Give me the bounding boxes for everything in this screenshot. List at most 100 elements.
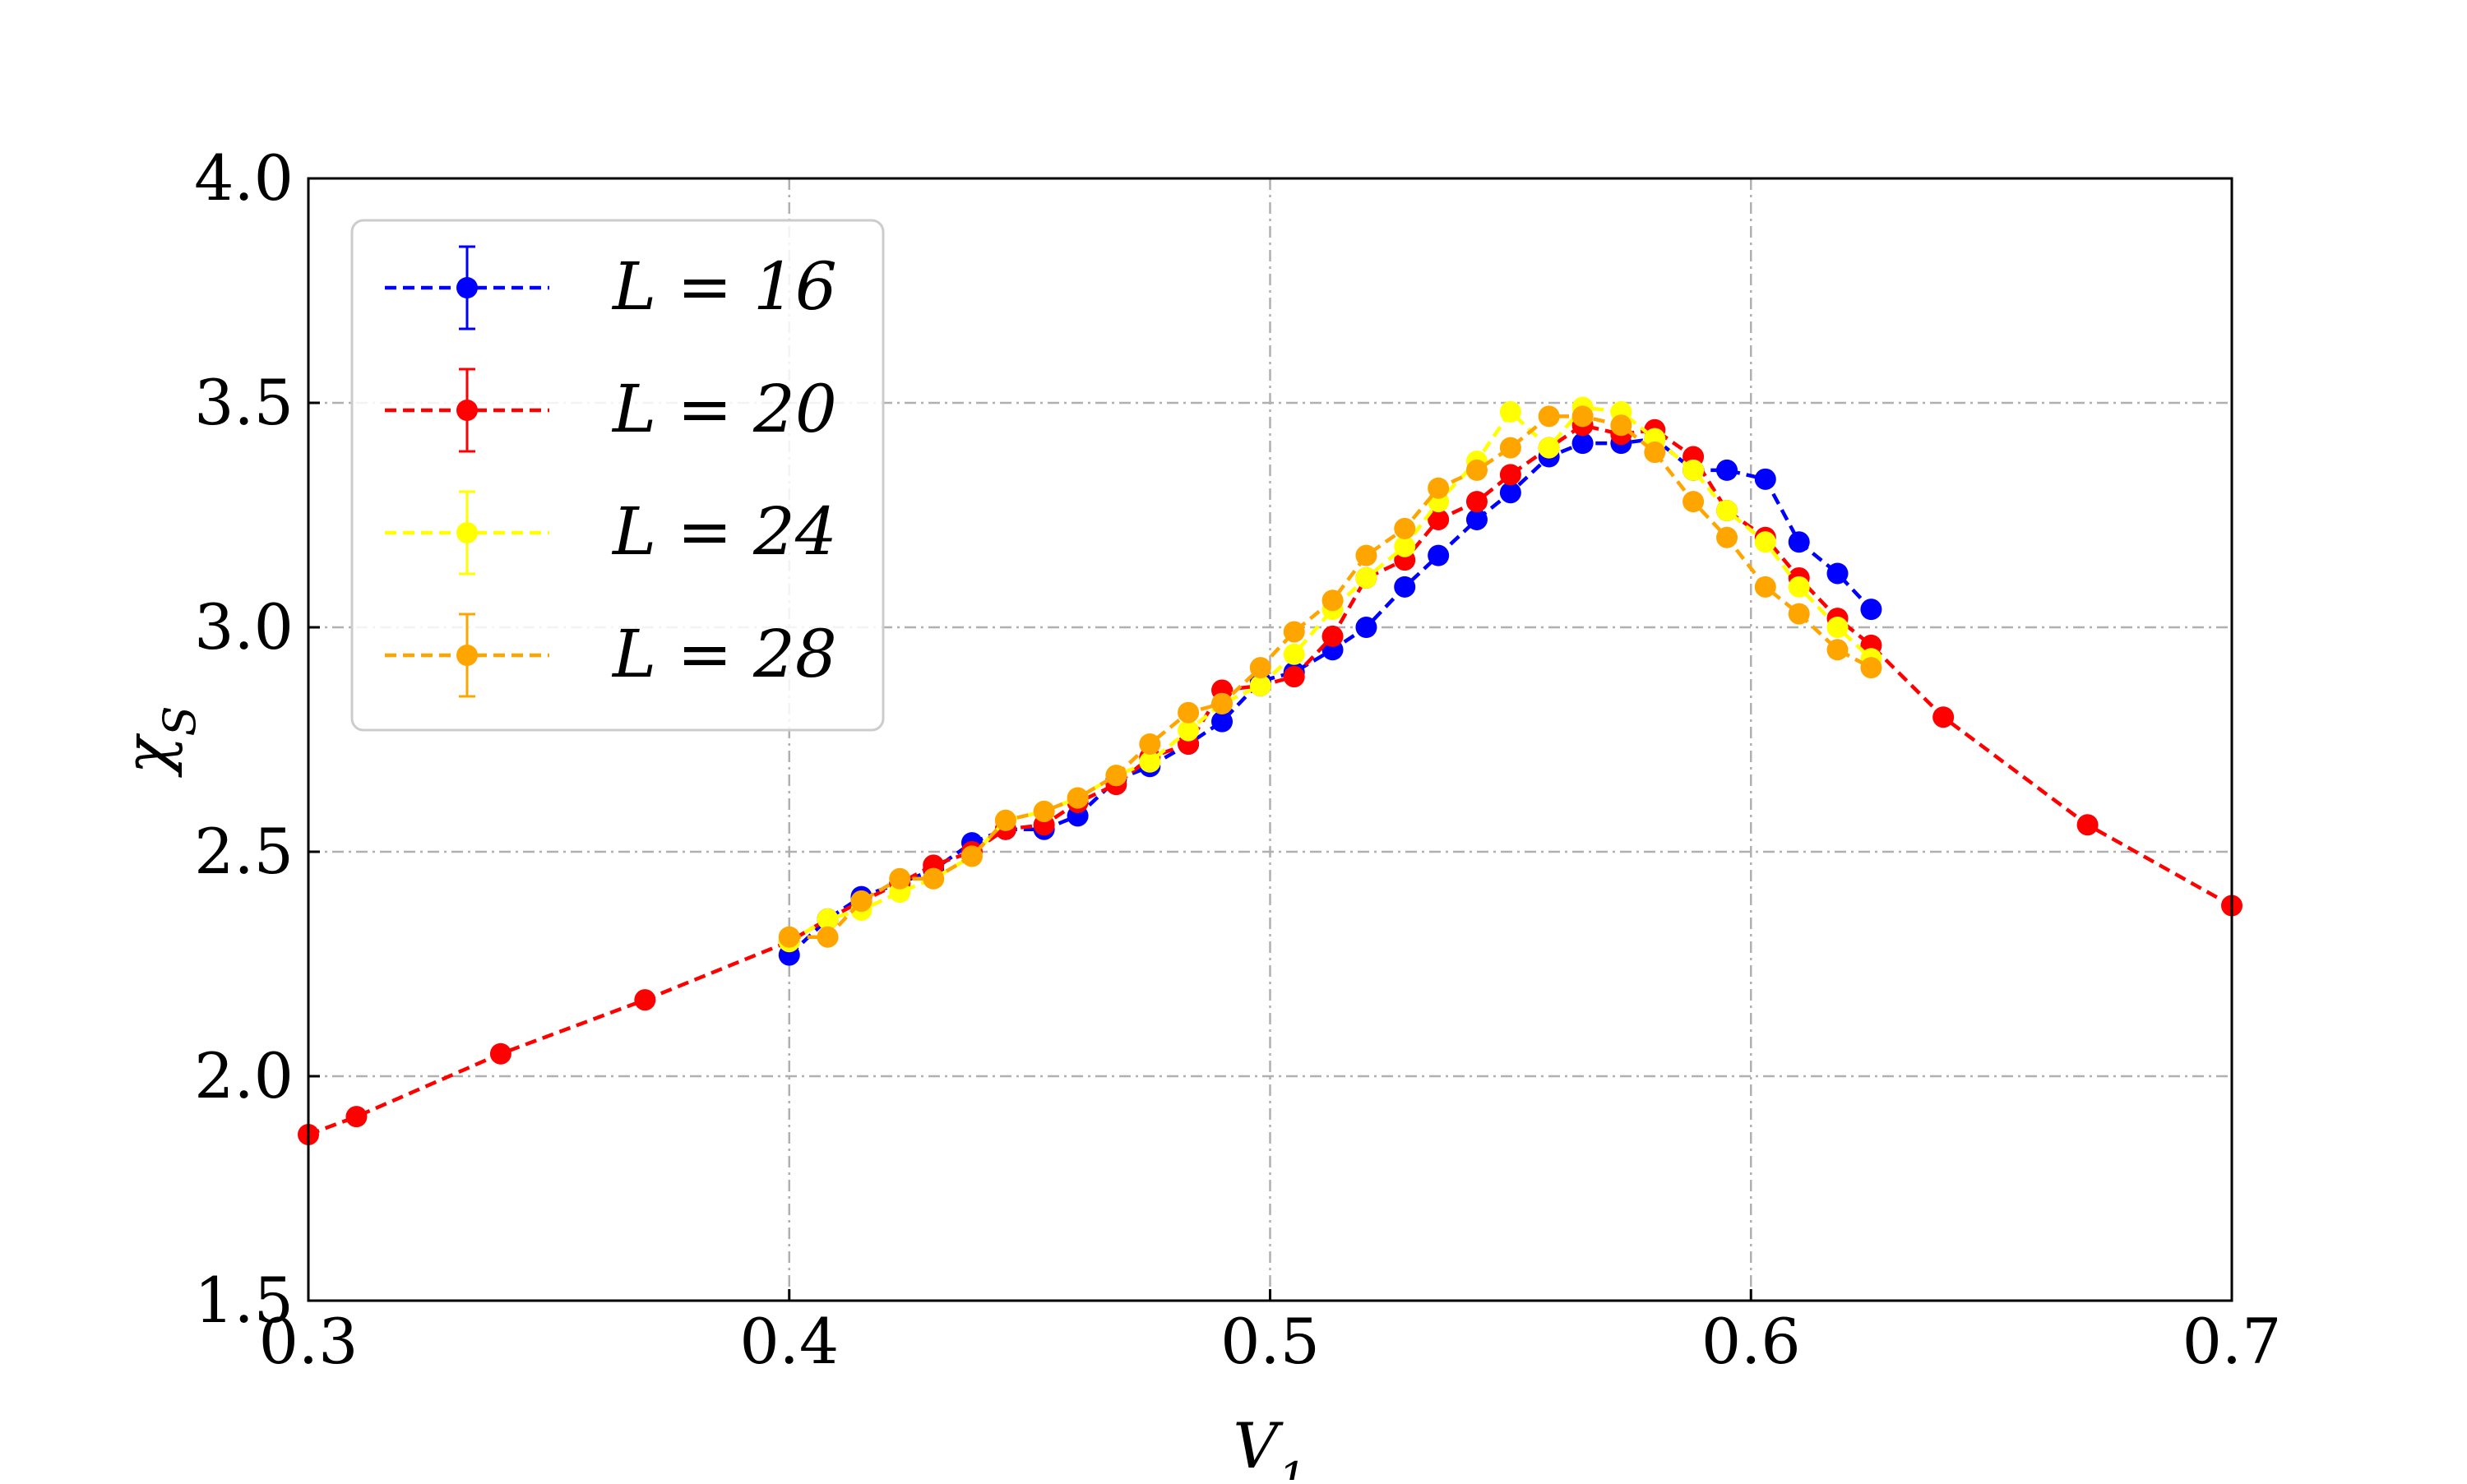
data-point	[1788, 531, 1810, 553]
data-point	[1682, 459, 1705, 481]
legend-box	[350, 219, 885, 732]
data-point	[1610, 414, 1632, 437]
x-axis-label: V1	[1233, 1409, 1306, 1480]
data-point	[1716, 526, 1738, 548]
data-point	[1499, 482, 1521, 504]
data-point	[960, 845, 983, 867]
data-point	[1067, 787, 1089, 809]
data-point	[1321, 625, 1344, 647]
data-point	[1826, 562, 1849, 585]
data-point	[817, 926, 839, 948]
data-point	[1538, 405, 1560, 428]
data-point	[489, 1042, 511, 1065]
y-tick-label: 2.5	[194, 815, 294, 888]
data-point	[994, 809, 1016, 831]
data-point	[1394, 535, 1416, 557]
legend: L = 16 L = 20 L = 24 L = 28	[350, 219, 885, 732]
data-point	[817, 908, 839, 930]
data-point	[923, 867, 945, 890]
data-point	[1754, 531, 1776, 553]
data-point	[1716, 459, 1738, 481]
data-point	[1754, 468, 1776, 490]
data-point	[1860, 599, 1882, 621]
data-point	[778, 926, 800, 948]
x-tick-label: 0.6	[1701, 1305, 1801, 1378]
data-point	[2076, 814, 2099, 836]
data-point	[1178, 701, 1200, 724]
data-point	[1860, 657, 1882, 679]
data-point	[1283, 666, 1305, 688]
legend-item: L = 16	[385, 245, 837, 331]
data-point	[1428, 477, 1450, 499]
data-point	[634, 989, 656, 1011]
x-tick-label: 0.3	[259, 1305, 359, 1378]
data-point	[1682, 491, 1705, 513]
legend-item: L = 28	[385, 613, 837, 698]
data-point	[850, 890, 872, 913]
data-point	[1788, 576, 1810, 598]
data-point	[1394, 517, 1416, 539]
data-point	[1249, 674, 1271, 696]
legend-label: L = 24	[611, 493, 837, 570]
data-point	[1394, 576, 1416, 598]
x-tick-label: 0.7	[2182, 1305, 2282, 1378]
data-point	[1355, 566, 1377, 589]
y-tick-label: 3.5	[194, 366, 294, 439]
data-point	[1033, 800, 1055, 822]
y-axis-label: χS	[110, 705, 206, 778]
legend-marker	[456, 277, 478, 298]
data-point	[1283, 643, 1305, 665]
legend-marker	[456, 400, 478, 421]
data-point	[1249, 657, 1271, 679]
data-point	[1428, 508, 1450, 530]
y-tick-label: 3.0	[194, 590, 294, 663]
data-point	[1754, 576, 1776, 598]
data-point	[1499, 437, 1521, 459]
series-4	[778, 405, 1882, 948]
y-tick-label: 4.0	[194, 141, 294, 215]
legend-items: L = 16 L = 20 L = 24 L = 28	[385, 245, 837, 698]
data-point	[1644, 442, 1666, 464]
ticks-layer: 0.3 0.4 0.5 0.6 0.7 1.5 2.0 2.5 3.0 3.5 4.0	[194, 141, 2281, 1378]
y-tick-label: 2.0	[194, 1039, 294, 1112]
data-point	[1499, 400, 1521, 423]
data-point	[1178, 719, 1200, 742]
data-point	[1499, 464, 1521, 486]
data-point	[1355, 617, 1377, 638]
data-point	[1932, 706, 1955, 728]
data-point	[1826, 639, 1849, 661]
data-point	[1139, 733, 1161, 755]
data-point	[1283, 621, 1305, 643]
data-point	[1465, 491, 1488, 513]
data-point	[1211, 692, 1234, 714]
data-point	[1139, 751, 1161, 773]
x-tick-label: 0.4	[739, 1305, 839, 1378]
data-point	[1321, 589, 1344, 612]
legend-marker	[456, 645, 478, 666]
y-tick-label: 1.5	[194, 1264, 294, 1337]
data-point	[1538, 437, 1560, 459]
data-point	[1826, 617, 1849, 638]
data-point	[1465, 459, 1488, 481]
data-point	[1211, 710, 1234, 733]
series-layer	[298, 396, 2243, 1145]
data-point	[1788, 603, 1810, 625]
legend-label: L = 20	[611, 371, 837, 447]
data-point	[1571, 432, 1594, 455]
data-point	[1716, 500, 1738, 522]
data-point	[1355, 544, 1377, 566]
data-point	[1571, 405, 1594, 428]
legend-label: L = 16	[611, 248, 837, 325]
data-point	[889, 867, 911, 890]
legend-item: L = 24	[385, 490, 837, 576]
x-tick-label: 0.5	[1220, 1305, 1320, 1378]
data-point	[1428, 544, 1450, 566]
legend-marker	[456, 522, 478, 543]
data-point	[345, 1106, 368, 1128]
legend-item: L = 20	[385, 368, 837, 453]
data-point	[1105, 765, 1127, 787]
legend-label: L = 28	[611, 616, 837, 692]
data-point	[1465, 508, 1488, 530]
